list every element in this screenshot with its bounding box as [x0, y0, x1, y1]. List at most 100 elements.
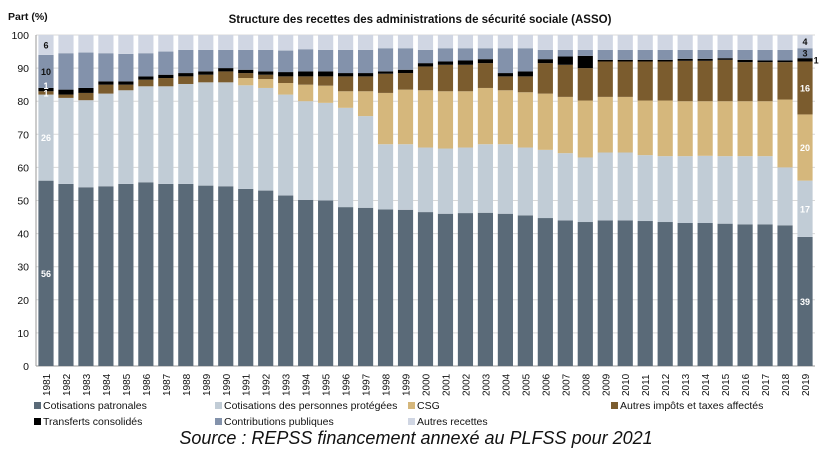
- bar-segment: [757, 156, 773, 225]
- bar-segment: [338, 76, 354, 92]
- bar-segment: [757, 224, 773, 366]
- bar-segment: [158, 74, 174, 79]
- bar-segment: [457, 35, 474, 49]
- bar-segment: [717, 35, 733, 50]
- bar-segment: [298, 71, 314, 77]
- bar-segment: [637, 35, 653, 50]
- bar-segment: [118, 81, 134, 85]
- x-tick-label: 1998: [382, 373, 393, 396]
- x-tick-label: 2003: [481, 373, 492, 396]
- bar-segment: [657, 100, 673, 157]
- bar-segment: [637, 155, 653, 222]
- bar-segment: [637, 49, 653, 60]
- bar-segment: [517, 147, 533, 216]
- bar-segment: [138, 86, 154, 183]
- legend-label: Transferts consolidés: [43, 416, 142, 428]
- bar-segment: [577, 49, 593, 56]
- bar-segment: [557, 56, 573, 65]
- x-tick-label: 2016: [741, 373, 752, 396]
- bar-segment: [338, 107, 354, 208]
- bar-segment: [437, 61, 454, 65]
- bar-segment: [617, 49, 633, 60]
- bar-segment: [98, 84, 114, 94]
- x-tick-label: 2013: [681, 373, 692, 396]
- bar-segment: [78, 92, 94, 101]
- bar-segment: [118, 35, 134, 54]
- legend-swatch: [408, 402, 415, 409]
- bar-segment: [178, 76, 194, 84]
- bar-segment: [697, 223, 713, 366]
- data-label: 16: [800, 83, 810, 93]
- data-label: 3: [803, 49, 808, 59]
- x-tick-label: 1989: [202, 373, 213, 396]
- data-label: 17: [800, 204, 810, 214]
- bar-segment: [258, 87, 274, 191]
- bar-segment: [737, 224, 753, 366]
- y-tick-label: 50: [17, 196, 29, 208]
- bar-segment: [397, 35, 414, 49]
- bar-segment: [717, 101, 733, 157]
- bar-segment: [697, 58, 713, 61]
- legend-swatch: [408, 418, 415, 425]
- bar-segment: [98, 53, 114, 82]
- bar-segment: [138, 182, 154, 366]
- x-tick-label: 1987: [162, 373, 173, 396]
- bar-segment: [218, 71, 234, 83]
- bar-segment: [218, 49, 234, 69]
- bar-segment: [677, 60, 693, 102]
- y-tick-label: 30: [17, 262, 29, 274]
- x-tick-label: 1996: [342, 373, 353, 396]
- x-tick-label: 2005: [521, 373, 532, 396]
- bar-segment: [617, 35, 633, 50]
- bar-segment: [58, 53, 74, 90]
- x-tick-label: 1994: [302, 373, 313, 396]
- bar-segment: [298, 101, 314, 200]
- bar-segment: [797, 35, 813, 49]
- bar-segment: [258, 74, 274, 80]
- bar-segment: [417, 147, 434, 213]
- bar-segment: [158, 183, 174, 366]
- bar-segment: [637, 59, 653, 62]
- bar-segment: [437, 91, 454, 149]
- bar-segment: [318, 71, 334, 77]
- bar-segment: [497, 90, 513, 145]
- x-tick-label: 1993: [282, 373, 293, 396]
- legend-label: Contributions publiques: [224, 416, 334, 428]
- bar-segment: [298, 76, 314, 85]
- x-tick-label: 2014: [701, 373, 712, 396]
- bar-segment: [198, 35, 214, 50]
- y-tick-label: 10: [17, 328, 29, 340]
- bar-segment: [78, 35, 94, 53]
- bar-segment: [437, 64, 454, 92]
- bar-segment: [178, 35, 194, 50]
- bar-segment: [737, 49, 753, 60]
- legend-swatch: [215, 402, 222, 409]
- legend-swatch: [611, 402, 618, 409]
- bar-segment: [597, 152, 613, 221]
- bar-segment: [597, 49, 613, 60]
- chart-title: Structure des recettes des administratio…: [229, 14, 612, 26]
- bar-segment: [38, 91, 54, 95]
- bar-segment: [298, 35, 314, 50]
- bar-segment: [238, 188, 254, 366]
- bar-segment: [357, 73, 374, 77]
- bar-segment: [98, 81, 114, 85]
- bar-segment: [417, 35, 434, 50]
- x-tick-label: 2002: [461, 373, 472, 396]
- source-note: Source : REPSS financement annexé au PLF…: [179, 428, 653, 448]
- bar-segment: [377, 71, 394, 74]
- bar-segment: [138, 76, 154, 80]
- bar-segment: [158, 78, 174, 87]
- bar-segment: [777, 62, 793, 100]
- bar-segment: [357, 91, 374, 117]
- bar-segment: [457, 64, 474, 92]
- bar-segment: [537, 59, 553, 64]
- data-label: 1: [814, 55, 819, 65]
- bar-segment: [657, 156, 673, 223]
- data-label: 6: [43, 40, 48, 50]
- x-tick-label: 1984: [102, 373, 113, 396]
- bar-segment: [58, 94, 74, 98]
- bar-segment: [757, 62, 773, 102]
- data-label: 1: [43, 89, 48, 99]
- bar-segment: [357, 207, 374, 366]
